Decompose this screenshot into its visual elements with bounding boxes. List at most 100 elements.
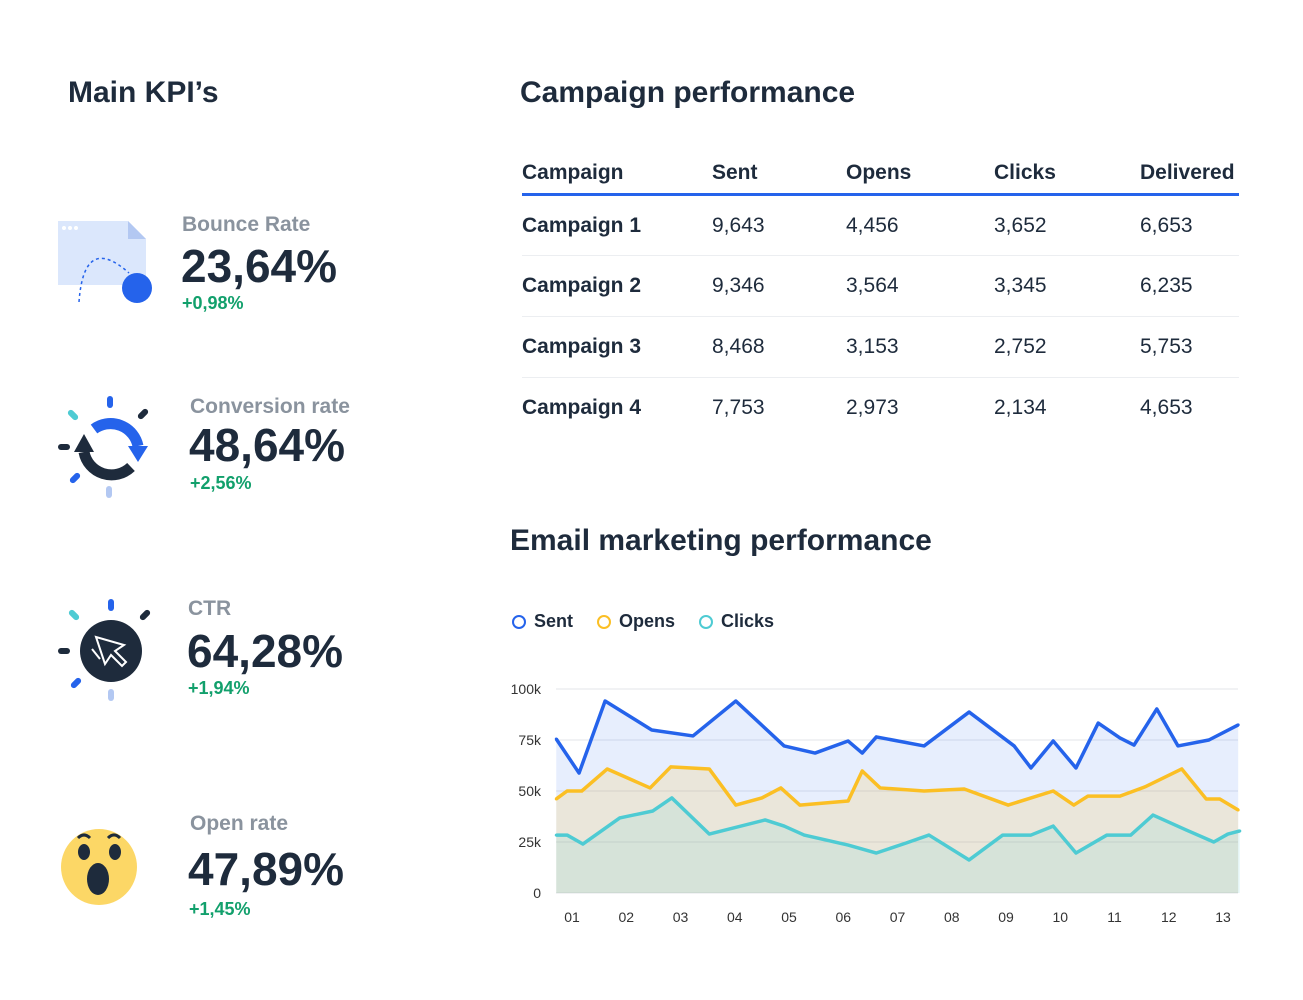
data-point-opens[interactable] (798, 803, 802, 807)
series-line-sent[interactable] (554, 699, 1239, 775)
data-point-opens[interactable] (922, 789, 926, 793)
data-point-opens[interactable] (779, 786, 783, 790)
data-point-clicks[interactable] (846, 843, 850, 847)
data-point-sent[interactable] (1176, 744, 1180, 748)
data-point-sent[interactable] (967, 710, 971, 714)
data-point-opens[interactable] (1118, 794, 1122, 798)
data-point-clicks[interactable] (565, 833, 569, 837)
data-point-opens[interactable] (878, 786, 882, 790)
data-point-sent[interactable] (650, 728, 654, 732)
data-point-sent[interactable] (1236, 723, 1240, 727)
data-point-sent[interactable] (734, 699, 738, 703)
data-point-opens[interactable] (707, 767, 711, 771)
data-point-opens[interactable] (1218, 797, 1222, 801)
data-point-sent[interactable] (874, 735, 878, 739)
data-point-clicks[interactable] (1151, 813, 1155, 817)
data-point-clicks[interactable] (1238, 829, 1242, 833)
data-point-sent[interactable] (1012, 744, 1016, 748)
data-point-clicks[interactable] (904, 841, 908, 845)
metric-cell: 4,456 (846, 194, 994, 256)
data-point-opens[interactable] (962, 787, 966, 791)
data-point-sent[interactable] (1132, 743, 1136, 747)
data-point-opens[interactable] (1236, 808, 1240, 812)
data-point-sent[interactable] (1118, 736, 1122, 740)
data-point-sent[interactable] (782, 744, 786, 748)
data-point-sent[interactable] (691, 734, 695, 738)
data-point-clicks[interactable] (1184, 828, 1188, 832)
data-point-sent[interactable] (577, 771, 581, 775)
data-point-clicks[interactable] (707, 832, 711, 836)
column-header[interactable]: Opens (846, 155, 994, 196)
data-point-opens[interactable] (1051, 789, 1055, 793)
data-point-sent[interactable] (1074, 766, 1078, 770)
y-tick-label: 100k (511, 681, 542, 697)
legend-item-sent[interactable]: Sent (512, 611, 573, 632)
data-point-sent[interactable] (1051, 739, 1055, 743)
data-point-clicks[interactable] (802, 833, 806, 837)
table-row[interactable]: Campaign 3 8,468 3,153 2,752 5,753 (522, 316, 1239, 378)
data-point-opens[interactable] (554, 797, 558, 801)
data-point-sent[interactable] (860, 751, 864, 755)
data-point-clicks[interactable] (927, 833, 931, 837)
series-line-clicks[interactable] (556, 796, 1241, 862)
data-point-clicks[interactable] (874, 851, 878, 855)
y-tick-label: 25k (518, 834, 542, 850)
data-point-opens[interactable] (760, 796, 764, 800)
data-point-clicks[interactable] (967, 858, 971, 862)
data-point-clicks[interactable] (651, 809, 655, 813)
chart-legend: Sent Opens Clicks (512, 611, 774, 632)
data-point-clicks[interactable] (1105, 833, 1109, 837)
data-point-sent[interactable] (1155, 707, 1159, 711)
data-point-opens[interactable] (1204, 797, 1208, 801)
data-point-sent[interactable] (1096, 721, 1100, 725)
column-header[interactable]: Campaign (522, 155, 712, 196)
column-header[interactable]: Delivered (1140, 155, 1239, 196)
data-point-opens[interactable] (580, 789, 584, 793)
data-point-clicks[interactable] (1226, 832, 1230, 836)
bounce-icon (58, 221, 152, 303)
data-point-clicks[interactable] (1029, 833, 1033, 837)
data-point-opens[interactable] (846, 799, 850, 803)
data-point-clicks[interactable] (1212, 840, 1216, 844)
data-point-opens[interactable] (565, 789, 569, 793)
data-point-opens[interactable] (1072, 803, 1076, 807)
data-point-clicks[interactable] (670, 796, 674, 800)
data-point-sent[interactable] (1029, 766, 1033, 770)
data-point-opens[interactable] (1086, 794, 1090, 798)
series-line-opens[interactable] (555, 765, 1240, 812)
data-point-sent[interactable] (554, 737, 558, 741)
data-point-opens[interactable] (1180, 767, 1184, 771)
legend-item-opens[interactable]: Opens (597, 611, 675, 632)
metric-cell: 8,468 (712, 316, 846, 378)
data-point-clicks[interactable] (1074, 851, 1078, 855)
legend-item-clicks[interactable]: Clicks (699, 611, 774, 632)
data-point-opens[interactable] (734, 803, 738, 807)
data-point-clicks[interactable] (1001, 833, 1005, 837)
column-header[interactable]: Sent (712, 155, 846, 196)
data-point-clicks[interactable] (1129, 833, 1133, 837)
data-point-opens[interactable] (1143, 785, 1147, 789)
data-point-sent[interactable] (603, 699, 607, 703)
data-point-opens[interactable] (860, 769, 864, 773)
data-point-opens[interactable] (669, 765, 673, 769)
data-point-clicks[interactable] (763, 818, 767, 822)
data-point-clicks[interactable] (554, 833, 558, 837)
data-point-sent[interactable] (1207, 738, 1211, 742)
x-tick-label: 07 (890, 909, 906, 925)
data-point-clicks[interactable] (782, 824, 786, 828)
table-row[interactable]: Campaign 1 9,643 4,456 3,652 6,653 (522, 194, 1239, 256)
data-point-opens[interactable] (648, 786, 652, 790)
data-point-clicks[interactable] (618, 816, 622, 820)
table-row[interactable]: Campaign 4 7,753 2,973 2,134 4,653 (522, 378, 1239, 439)
column-header[interactable]: Clicks (994, 155, 1140, 196)
data-point-clicks[interactable] (1051, 824, 1055, 828)
data-point-clicks[interactable] (581, 842, 585, 846)
kpi-label: Open rate (190, 812, 289, 835)
table-row[interactable]: Campaign 2 9,346 3,564 3,345 6,235 (522, 255, 1239, 317)
data-point-opens[interactable] (605, 767, 609, 771)
data-point-sent[interactable] (846, 739, 850, 743)
data-point-sent[interactable] (922, 744, 926, 748)
data-point-opens[interactable] (1006, 803, 1010, 807)
data-point-sent[interactable] (813, 751, 817, 755)
x-tick-label: 11 (1107, 909, 1122, 925)
